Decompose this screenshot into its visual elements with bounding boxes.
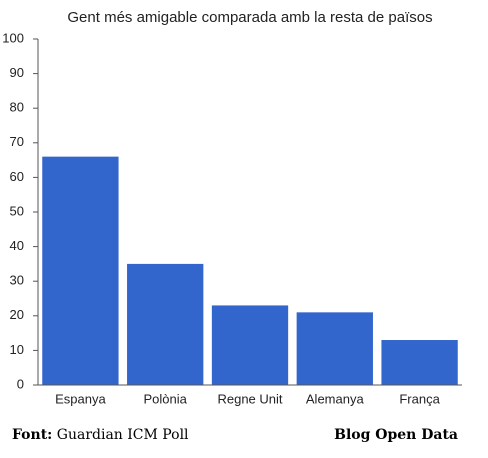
bar [42, 156, 119, 385]
y-tick-label: 10 [10, 342, 24, 357]
y-tick-label: 0 [17, 376, 24, 391]
y-tick-label: 50 [10, 203, 24, 218]
x-tick-label: França [399, 391, 440, 406]
y-tick-label: 30 [10, 273, 24, 288]
footer-credit: Blog Open Data [334, 427, 458, 443]
bar [381, 340, 458, 385]
source: Guardian ICM Poll [57, 427, 189, 443]
y-tick-label: 60 [10, 169, 24, 184]
x-tick-label: Regne Unit [217, 391, 282, 406]
y-tick-label: 90 [10, 65, 24, 80]
y-tick-label: 100 [2, 30, 24, 45]
source-label: Font: [12, 427, 52, 443]
bar [127, 263, 204, 385]
y-tick-label: 70 [10, 134, 24, 149]
x-tick-label: Espanya [55, 391, 106, 406]
y-tick-label: 80 [10, 100, 24, 115]
chart-title: Gent més amigable comparada amb la resta… [67, 9, 432, 26]
bar [296, 312, 373, 385]
y-tick-label: 20 [10, 307, 24, 322]
bar [211, 305, 289, 385]
y-tick-label: 40 [10, 238, 24, 253]
footer-source: Font: Guardian ICM Poll [12, 427, 189, 443]
x-tick-label: Polònia [144, 391, 188, 406]
x-tick-label: Alemanya [306, 391, 365, 406]
